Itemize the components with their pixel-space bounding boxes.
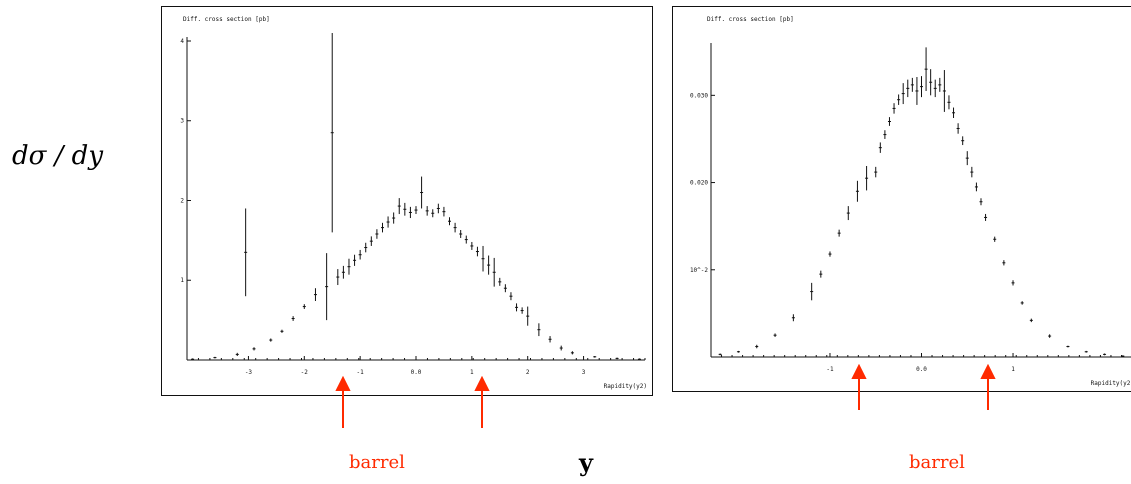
right-plot-panel: Diff. cross section [pb] Rapidity(y2) -1 0.…: [672, 6, 1131, 392]
x-axis-label: Rapidity(y2): [1091, 380, 1131, 387]
x-axis-label: Rapidity(y2): [604, 383, 647, 390]
left-plot-panel: Diff. cross section [pb] Rapidity(y2) -3 -2…: [161, 6, 653, 396]
left-plot-svg: Diff. cross section [pb] Rapidity(y2) -3 -2…: [180, 16, 647, 390]
x-tick-label: 0.0: [411, 369, 422, 376]
x-tick-label: -2: [301, 369, 309, 376]
x-tick-label: -3: [245, 369, 253, 376]
x-tick-label: 0.0: [916, 366, 927, 373]
y-tick-label: 0.030: [690, 92, 708, 99]
y-tick-label: 3: [180, 118, 184, 125]
x-tick-label: -1: [357, 369, 365, 376]
barrel-arrow-right-2: [980, 364, 996, 410]
barrel-label-left: barrel: [349, 452, 405, 473]
barrel-label-right: barrel: [909, 452, 965, 473]
y-tick-label: 4: [180, 38, 184, 45]
y-axis-title: dσ / dy: [12, 141, 104, 171]
x-tick-label: 2: [526, 369, 530, 376]
barrel-arrow-left-2: [474, 376, 490, 428]
y-tick-label: 0.020: [690, 180, 708, 187]
y-tick-label: 2: [180, 197, 184, 204]
right-plot-svg: Diff. cross section [pb] Rapidity(y2) -1 0.…: [690, 16, 1131, 387]
y-tick-label: 1: [180, 277, 184, 284]
x-tick-label: 3: [582, 369, 586, 376]
plot-title: Diff. cross section [pb]: [707, 16, 794, 23]
plot-title: Diff. cross section [pb]: [183, 16, 270, 23]
barrel-arrow-right-1: [851, 364, 867, 410]
y-tick-label: 10^-2: [690, 267, 708, 274]
x-tick-label: -1: [826, 366, 834, 373]
barrel-arrow-left-1: [335, 376, 351, 428]
x-axis-title: y: [579, 448, 593, 477]
x-tick-label: 1: [470, 369, 474, 376]
x-tick-label: 1: [1011, 366, 1015, 373]
